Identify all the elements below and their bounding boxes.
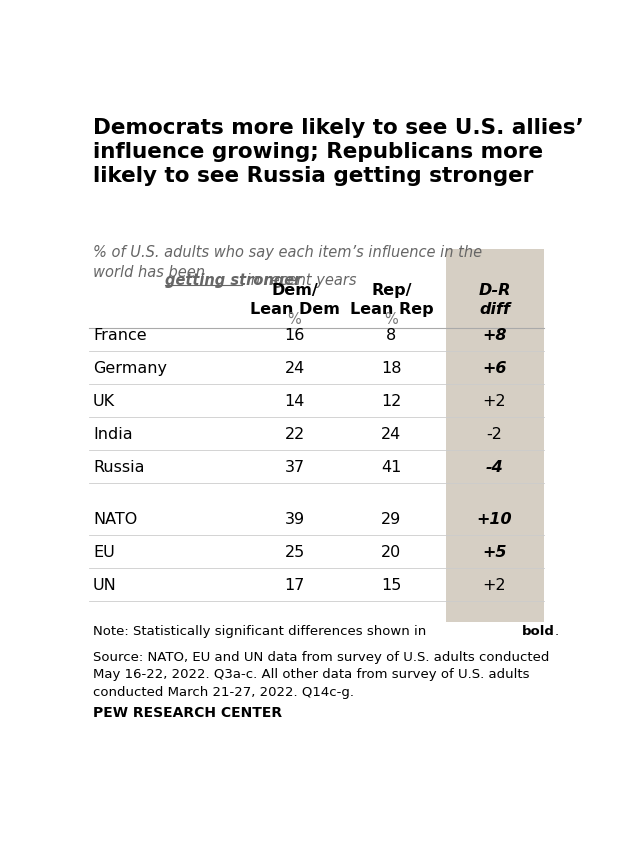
Text: 18: 18 [381, 361, 402, 376]
Text: % of U.S. adults who say each item’s influence in the
world has been: % of U.S. adults who say each item’s inf… [93, 245, 482, 280]
Text: +8: +8 [482, 328, 507, 343]
Text: getting stronger: getting stronger [165, 274, 301, 289]
Text: +10: +10 [477, 511, 512, 527]
Text: +5: +5 [482, 545, 507, 560]
Text: -4: -4 [485, 461, 503, 475]
Text: 24: 24 [381, 428, 402, 442]
Text: UN: UN [93, 578, 117, 593]
Text: Note: Statistically significant differences shown in: Note: Statistically significant differen… [93, 625, 430, 638]
Text: bold: bold [522, 625, 555, 638]
Text: France: France [93, 328, 146, 343]
Text: PEW RESEARCH CENTER: PEW RESEARCH CENTER [93, 707, 282, 721]
Bar [446, 249, 544, 622]
Text: %: % [288, 313, 301, 327]
Text: +6: +6 [482, 361, 507, 376]
Text: 37: 37 [285, 461, 304, 475]
Text: +2: +2 [482, 394, 507, 410]
Text: -2: -2 [487, 428, 502, 442]
Text: D-R
diff: D-R diff [478, 283, 511, 317]
Text: Source: NATO, EU and UN data from survey of U.S. adults conducted
May 16-22, 202: Source: NATO, EU and UN data from survey… [93, 651, 549, 699]
Text: +2: +2 [482, 578, 507, 593]
Text: in recent years: in recent years [242, 274, 356, 289]
Text: 8: 8 [386, 328, 397, 343]
Text: Germany: Germany [93, 361, 167, 376]
Text: 20: 20 [381, 545, 402, 560]
Text: 14: 14 [285, 394, 304, 410]
Text: EU: EU [93, 545, 115, 560]
Text: UK: UK [93, 394, 115, 410]
Text: 39: 39 [285, 511, 304, 527]
Text: Democrats more likely to see U.S. allies’
influence growing; Republicans more
li: Democrats more likely to see U.S. allies… [93, 118, 584, 186]
Text: 17: 17 [285, 578, 304, 593]
Text: 25: 25 [285, 545, 304, 560]
Text: 15: 15 [381, 578, 402, 593]
Text: India: India [93, 428, 133, 442]
Text: 29: 29 [381, 511, 402, 527]
Text: 12: 12 [381, 394, 402, 410]
Text: %: % [384, 313, 398, 327]
Text: .: . [555, 625, 559, 638]
Text: 16: 16 [285, 328, 304, 343]
Text: Russia: Russia [93, 461, 144, 475]
Text: Dem/
Lean Dem: Dem/ Lean Dem [250, 283, 339, 317]
Text: 41: 41 [381, 461, 402, 475]
Text: 22: 22 [285, 428, 304, 442]
Text: NATO: NATO [93, 511, 137, 527]
Text: 24: 24 [285, 361, 304, 376]
Text: Rep/
Lean Rep: Rep/ Lean Rep [350, 283, 433, 317]
